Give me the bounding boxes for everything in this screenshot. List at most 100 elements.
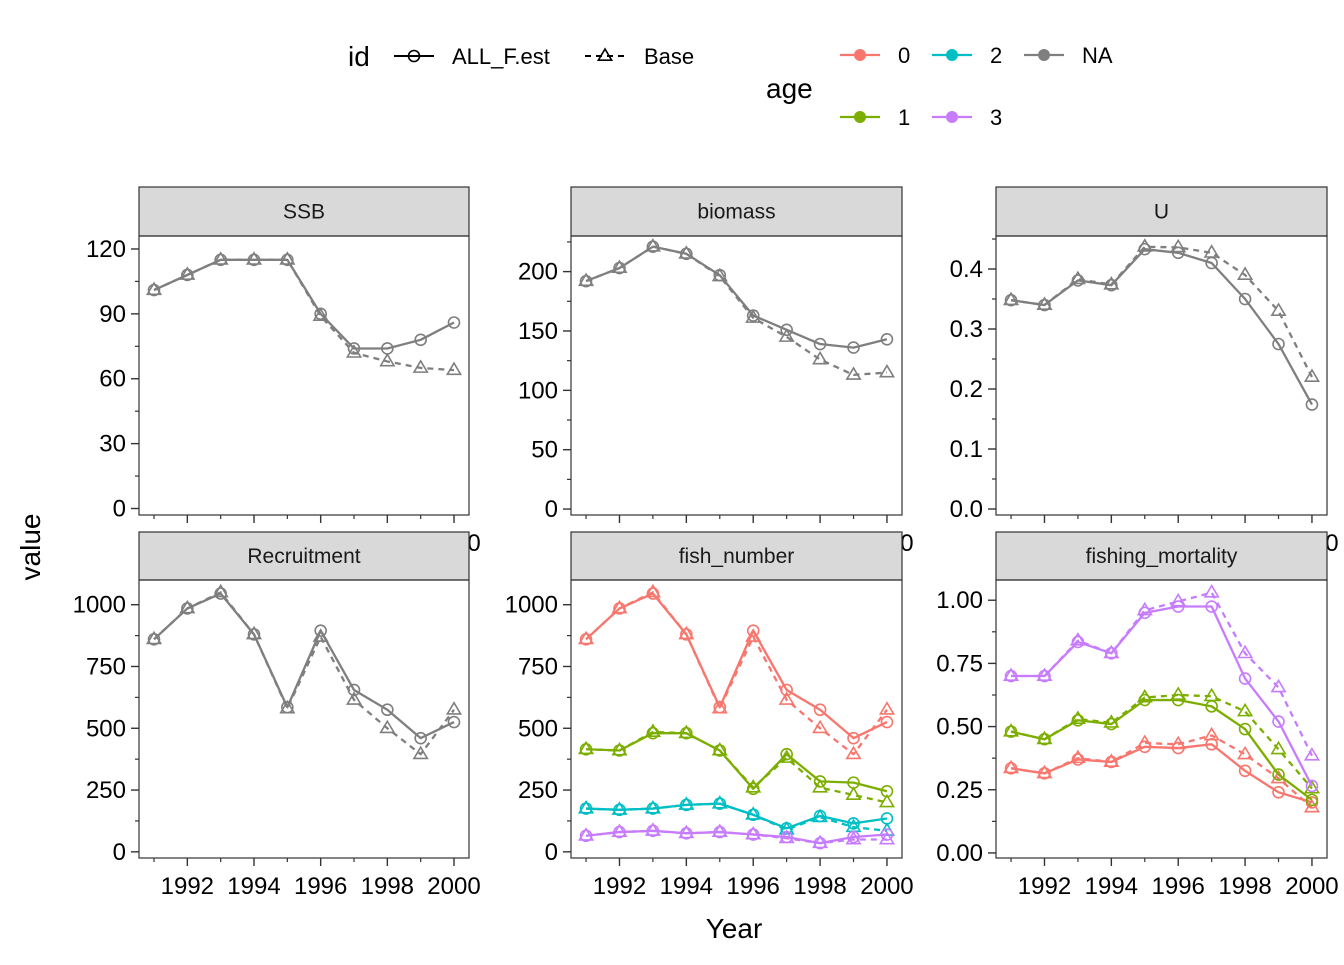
x-tick-label: 1998 bbox=[361, 873, 414, 900]
data-point-triangle bbox=[812, 779, 829, 793]
data-point-circle bbox=[414, 333, 427, 347]
legend-entry-age-na: NA bbox=[1024, 43, 1113, 68]
data-point-triangle bbox=[1237, 266, 1254, 281]
data-point-triangle bbox=[745, 779, 762, 793]
series-base-age-0 bbox=[577, 583, 896, 760]
y-tick-label: 90 bbox=[99, 301, 126, 328]
data-point-triangle bbox=[179, 266, 196, 280]
data-point-triangle bbox=[279, 251, 296, 265]
y-tick-label: 0.75 bbox=[936, 650, 983, 677]
series-line bbox=[585, 829, 888, 845]
x-tick-label: 1994 bbox=[227, 873, 280, 900]
panel-border bbox=[995, 579, 1328, 859]
data-point-triangle bbox=[878, 830, 896, 845]
data-point-triangle bbox=[1303, 779, 1321, 794]
data-point-triangle bbox=[1170, 238, 1187, 253]
data-point-circle bbox=[414, 731, 427, 745]
x-tick-label: 1996 bbox=[294, 873, 347, 900]
data-point-triangle bbox=[1136, 601, 1153, 616]
data-point-triangle bbox=[845, 745, 862, 760]
series-line bbox=[153, 591, 455, 756]
legend-label: 0 bbox=[898, 43, 910, 68]
series-line bbox=[153, 258, 455, 350]
legend-label: NA bbox=[1082, 43, 1113, 68]
legend-age: age 0 1 2 3 NA bbox=[766, 43, 1113, 130]
y-tick-label: 0 bbox=[113, 839, 126, 866]
data-point-triangle bbox=[1237, 702, 1254, 717]
y-tick-label: 250 bbox=[86, 777, 126, 804]
x-tick-label: 1994 bbox=[1085, 873, 1138, 900]
data-point-triangle bbox=[1170, 686, 1187, 700]
x-tick-label: 2000 bbox=[1285, 873, 1338, 900]
data-point-triangle bbox=[212, 251, 229, 265]
y-tick-label: 750 bbox=[518, 653, 558, 680]
data-point-triangle bbox=[845, 786, 862, 800]
y-tick-label: 0.25 bbox=[936, 777, 983, 804]
data-point-triangle bbox=[1136, 238, 1153, 252]
series-base-age-0 bbox=[1002, 726, 1321, 813]
data-point-triangle bbox=[611, 823, 628, 838]
legend-key-dot bbox=[1038, 49, 1050, 61]
panel-border bbox=[570, 579, 903, 859]
series-all-f-est-age-0 bbox=[579, 587, 894, 745]
legend-label: 3 bbox=[990, 105, 1002, 130]
legend-label: Base bbox=[644, 44, 694, 69]
y-tick-label: 0.4 bbox=[950, 256, 983, 283]
legend-id-title: id bbox=[348, 41, 370, 72]
y-tick-label: 500 bbox=[518, 715, 558, 742]
data-point-triangle bbox=[644, 800, 661, 814]
data-point-circle bbox=[1205, 600, 1218, 613]
data-point-triangle bbox=[678, 625, 695, 640]
legend-label: 1 bbox=[898, 105, 910, 130]
data-point-triangle bbox=[412, 359, 429, 373]
y-tick-label: 60 bbox=[99, 366, 126, 393]
data-point-triangle bbox=[878, 701, 896, 715]
data-point-triangle bbox=[1203, 726, 1220, 741]
data-point-circle bbox=[447, 316, 461, 329]
legend-key-dot bbox=[854, 49, 866, 61]
data-point-triangle bbox=[778, 328, 795, 342]
data-point-triangle bbox=[1136, 688, 1153, 703]
panel-ssb: SSB030609012019921994199619982000 bbox=[86, 186, 481, 557]
data-point-circle bbox=[813, 703, 827, 717]
data-point-triangle bbox=[845, 830, 862, 845]
data-point-circle bbox=[1272, 768, 1285, 781]
data-point-triangle bbox=[1002, 667, 1020, 682]
series-line bbox=[1010, 698, 1313, 801]
y-tick-label: 0 bbox=[545, 839, 558, 866]
data-point-triangle bbox=[745, 628, 762, 642]
x-tick-label: 1994 bbox=[660, 873, 713, 900]
y-tick-label: 0.1 bbox=[950, 436, 983, 463]
facet-strip-label: U bbox=[1154, 201, 1169, 224]
data-point-circle bbox=[1305, 793, 1319, 807]
series-all-f-est-age-na bbox=[147, 587, 461, 745]
data-point-triangle bbox=[1036, 667, 1053, 682]
data-point-triangle bbox=[1270, 740, 1287, 755]
data-point-triangle bbox=[312, 628, 329, 642]
facet-strip bbox=[570, 186, 903, 237]
facet-strip bbox=[138, 531, 470, 581]
x-axis-title: Year bbox=[706, 913, 763, 944]
y-tick-label: 100 bbox=[518, 377, 558, 404]
data-point-triangle bbox=[1036, 764, 1053, 779]
data-point-circle bbox=[847, 731, 860, 745]
legend-entry-age-1: 1 bbox=[840, 105, 910, 130]
data-point-triangle bbox=[1203, 244, 1220, 258]
data-point-triangle bbox=[778, 691, 795, 705]
panel-recruitment: Recruitment 0 250 500 750 1000 1992 1994 1996 199… bbox=[73, 531, 481, 900]
y-tick-label: 50 bbox=[531, 437, 558, 464]
series-line bbox=[586, 802, 888, 832]
facet-strip-label: SSB bbox=[283, 201, 325, 224]
data-point-circle bbox=[1171, 246, 1185, 260]
data-point-triangle bbox=[812, 808, 829, 823]
data-point-circle bbox=[780, 323, 793, 337]
data-point-triangle bbox=[845, 366, 862, 380]
data-point-circle bbox=[1238, 764, 1252, 778]
y-tick-label: 0 bbox=[545, 496, 558, 523]
data-point-triangle bbox=[1237, 644, 1254, 659]
data-point-triangle bbox=[611, 259, 628, 274]
data-point-circle bbox=[1272, 785, 1285, 799]
facet-strip-label: Recruitment bbox=[247, 545, 360, 568]
data-point-triangle bbox=[279, 699, 296, 714]
